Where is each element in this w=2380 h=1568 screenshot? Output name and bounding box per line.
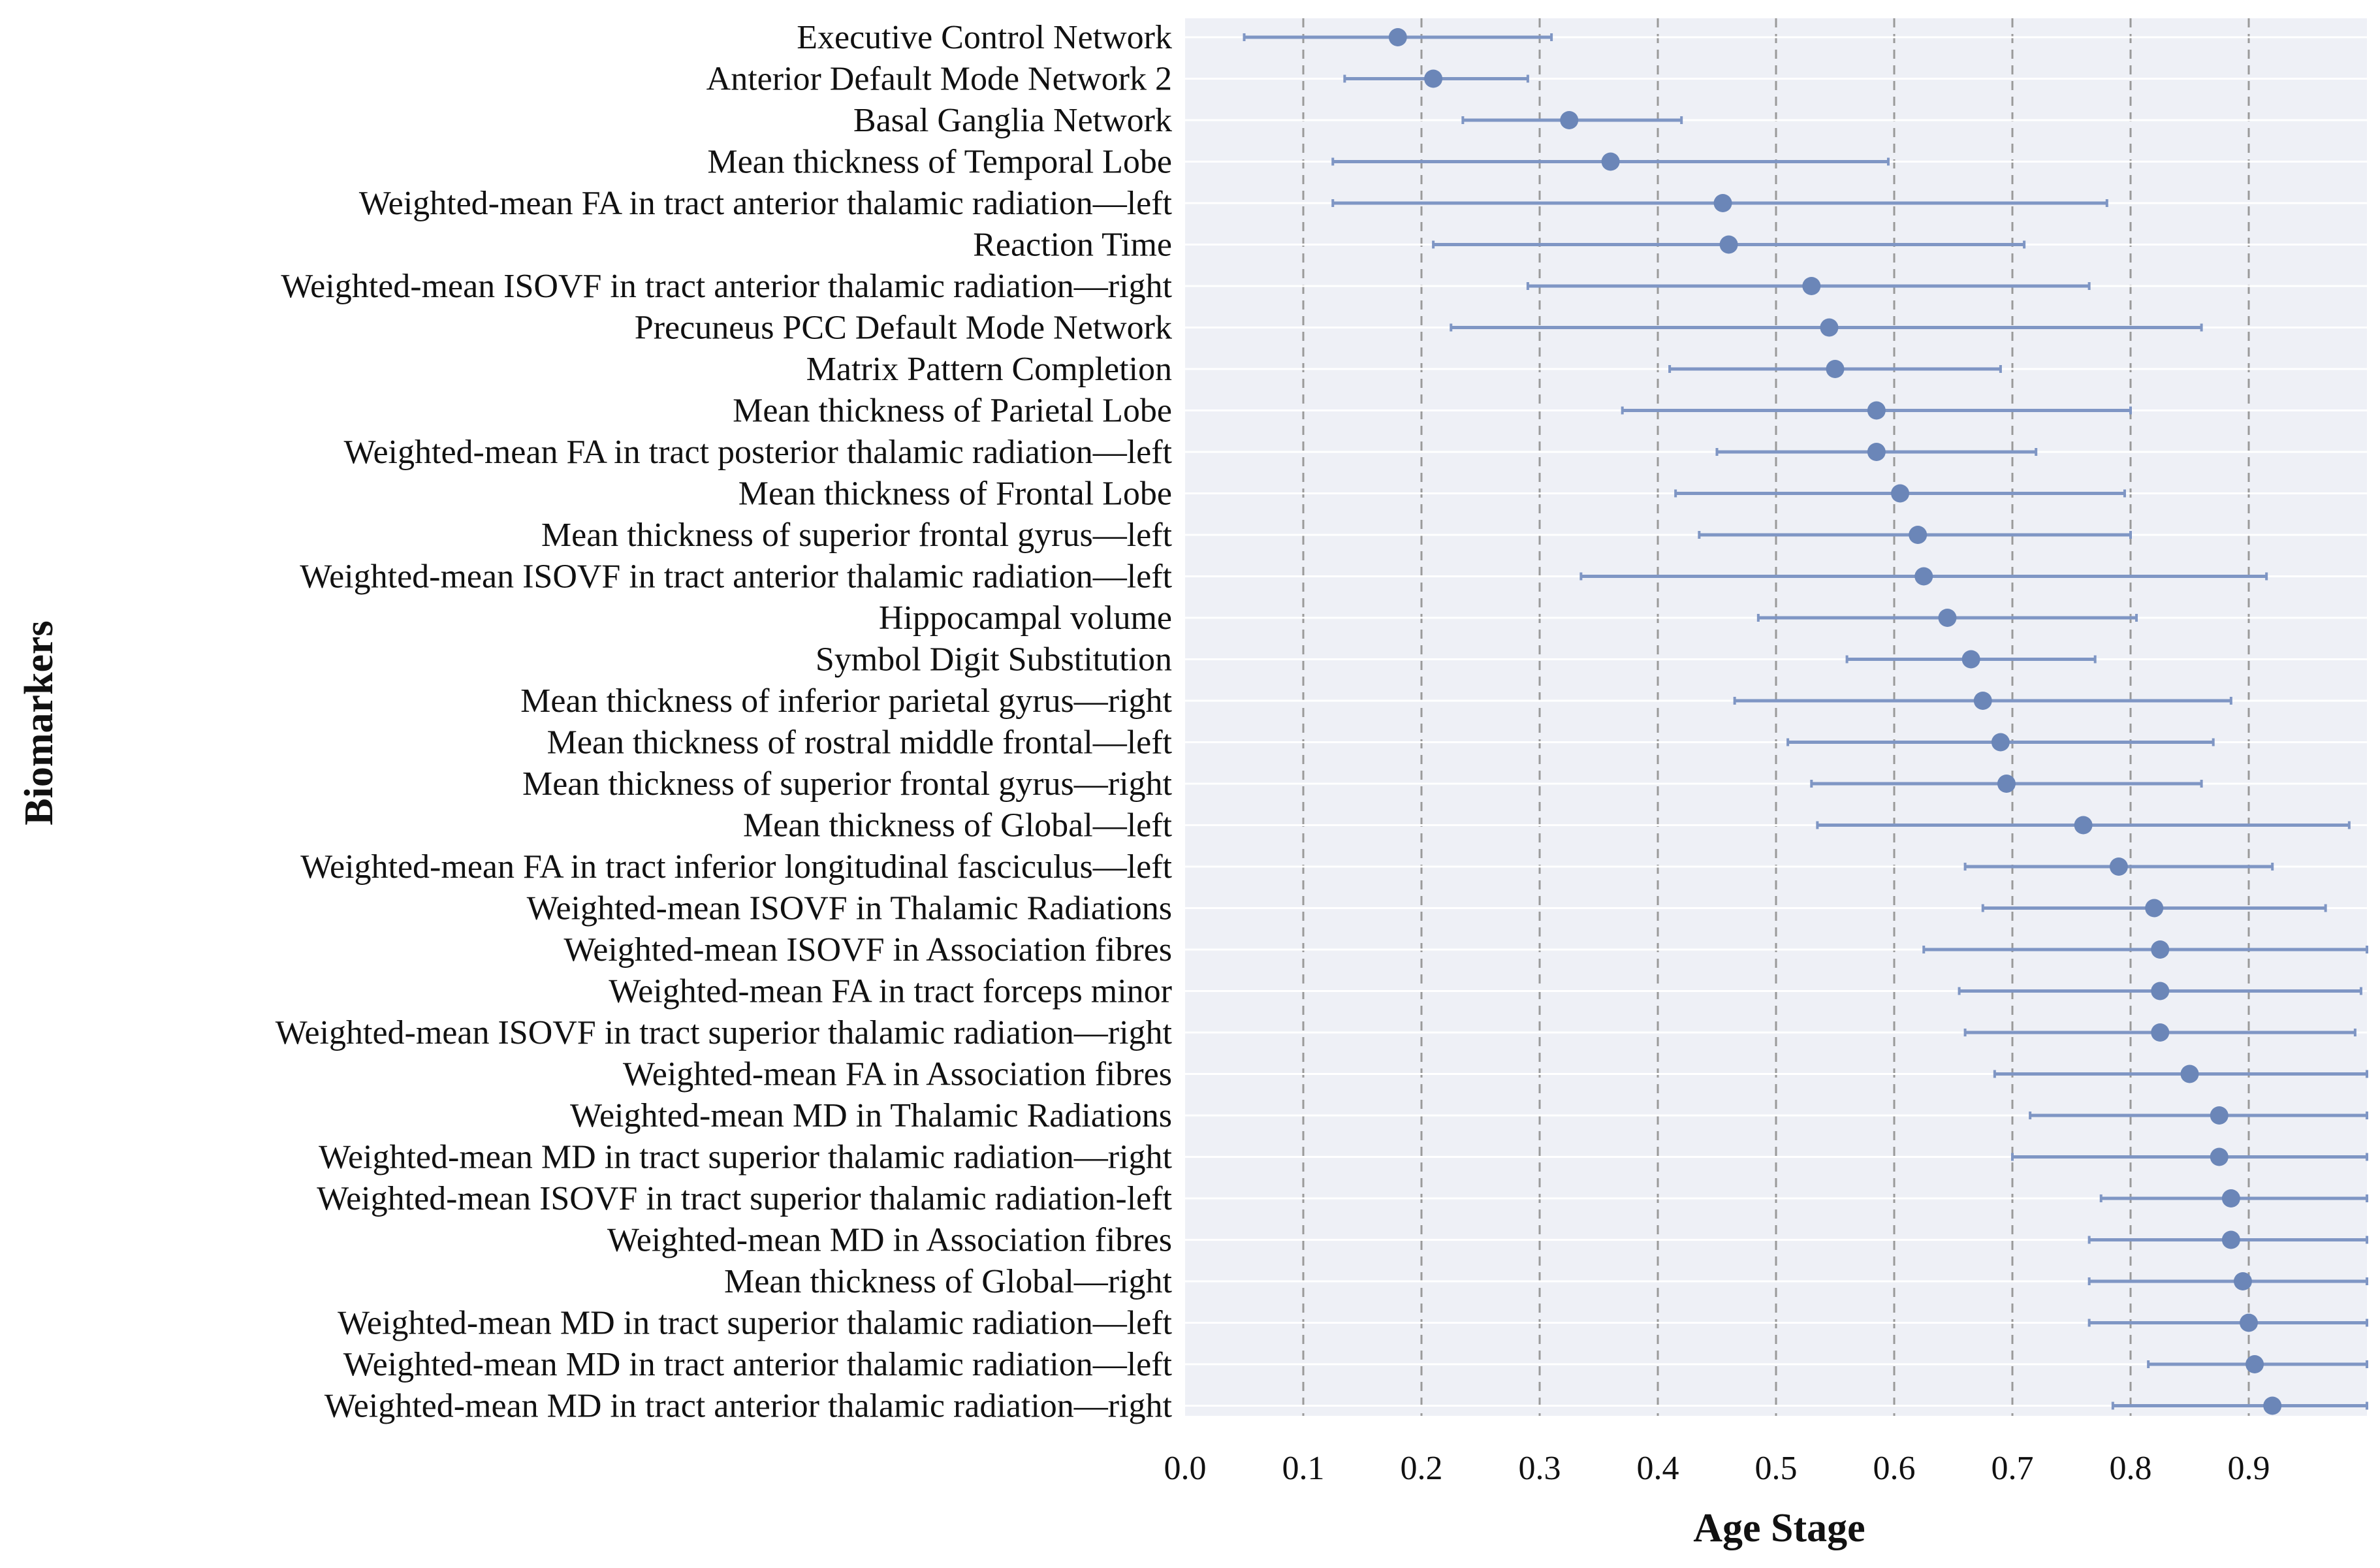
biomarker-label: Weighted-mean ISOVF in tract anterior th… [281, 268, 1172, 305]
data-point [1938, 609, 1957, 627]
biomarker-label: Weighted-mean FA in tract forceps minor [609, 973, 1172, 1010]
biomarker-label: Weighted-mean ISOVF in Thalamic Radiatio… [527, 890, 1172, 927]
data-points [1388, 28, 2282, 1415]
data-point [2221, 1230, 2240, 1249]
error-bars [1243, 33, 2368, 1410]
data-point [1826, 360, 1845, 378]
data-point [1914, 567, 1933, 586]
x-tick-label: 0.3 [1519, 1450, 1561, 1487]
data-point [2263, 1396, 2282, 1415]
y-axis-title: Biomarkers [17, 620, 61, 825]
data-point [1973, 692, 1992, 710]
biomarker-label: Mean thickness of superior frontal gyrus… [541, 517, 1173, 554]
x-tick-label: 0.9 [2228, 1450, 2270, 1487]
data-point [2210, 1106, 2229, 1125]
biomarker-label: Executive Control Network [797, 19, 1172, 56]
data-point [1961, 650, 1980, 669]
x-tick-labels: 0.0 0.1 0.2 0.3 0.4 0.5 0.6 0.7 0.8 0.9 [1164, 1450, 2270, 1487]
biomarker-label: Mean thickness of superior frontal gyrus… [522, 765, 1173, 803]
biomarker-label: Mean thickness of rostral middle frontal… [547, 724, 1173, 761]
data-point [1560, 111, 1579, 129]
biomarker-label: Mean thickness of Frontal Lobe [738, 475, 1172, 513]
data-point [1719, 235, 1738, 254]
x-axis-title: Age Stage [1693, 1506, 1865, 1550]
biomarker-label: Basal Ganglia Network [853, 102, 1172, 139]
data-point [1424, 69, 1443, 88]
data-point [2233, 1272, 2252, 1290]
x-tick-label: 0.4 [1637, 1450, 1679, 1487]
data-point [2074, 816, 2093, 835]
data-point [1867, 401, 1886, 420]
data-point [1909, 526, 1928, 544]
biomarker-label: Weighted-mean FA in tract inferior longi… [300, 848, 1172, 886]
data-point [2240, 1313, 2258, 1332]
x-tick-label: 0.5 [1755, 1450, 1798, 1487]
data-point [2210, 1147, 2229, 1166]
biomarker-label: Weighted-mean ISOVF in tract superior th… [276, 1014, 1173, 1051]
data-point [1802, 277, 1821, 295]
biomarker-label: Weighted-mean MD in tract superior thala… [338, 1305, 1173, 1342]
data-point [1601, 152, 1620, 171]
biomarker-label: Mean thickness of inferior parietal gyru… [520, 682, 1172, 720]
data-point [2180, 1064, 2199, 1083]
data-point [1867, 443, 1886, 461]
data-point [1713, 194, 1732, 212]
data-point [1997, 775, 2016, 793]
biomarker-label: Symbol Digit Substitution [816, 641, 1172, 679]
biomarker-label: Hippocampal volume [879, 600, 1172, 637]
biomarker-label: Weighted-mean ISOVF in Association fibre… [563, 931, 1172, 968]
data-point [2151, 1023, 2170, 1042]
data-point [1388, 28, 1407, 46]
x-tick-label: 0.6 [1873, 1450, 1916, 1487]
x-tick-label: 0.0 [1164, 1450, 1207, 1487]
data-point [2109, 857, 2128, 876]
biomarker-label: Weighted-mean MD in tract anterior thala… [343, 1346, 1173, 1383]
data-point [2151, 982, 2170, 1000]
biomarker-label: Reaction Time [973, 227, 1172, 264]
data-point [2151, 940, 2170, 959]
biomarker-label: Weighted-mean MD in Association fibres [607, 1222, 1172, 1259]
x-tick-label: 0.8 [2110, 1450, 2152, 1487]
data-point [2245, 1355, 2264, 1373]
biomarker-label: Mean thickness of Global—right [724, 1263, 1173, 1300]
biomarker-label: Precuneus PCC Default Mode Network [635, 310, 1172, 347]
x-tick-label: 0.2 [1401, 1450, 1443, 1487]
biomarker-label: Weighted-mean ISOVF in tract superior th… [317, 1180, 1172, 1217]
biomarker-label: Mean thickness of Parietal Lobe [733, 392, 1172, 430]
biomarker-label: Weighted-mean FA in tract posterior thal… [344, 434, 1173, 471]
biomarker-label: Mean thickness of Global—left [743, 807, 1173, 844]
biomarker-label: Matrix Pattern Completion [806, 351, 1172, 388]
biomarker-label: Weighted-mean MD in tract anterior thala… [325, 1388, 1173, 1425]
data-point [2221, 1189, 2240, 1208]
data-point [2145, 899, 2164, 918]
data-point [1820, 318, 1839, 337]
biomarker-label: Weighted-mean MD in Thalamic Radiations [570, 1097, 1172, 1134]
biomarker-label: Weighted-mean FA in tract anterior thala… [359, 185, 1173, 222]
x-tick-label: 0.1 [1282, 1450, 1325, 1487]
biomarker-label: Mean thickness of Temporal Lobe [707, 144, 1172, 181]
data-point [1891, 484, 1910, 503]
biomarker-label: Anterior Default Mode Network 2 [706, 61, 1172, 98]
x-tick-label: 0.7 [1991, 1450, 2034, 1487]
biomarker-label: Weighted-mean MD in tract superior thala… [319, 1139, 1173, 1176]
biomarker-label: Weighted-mean FA in Association fibres [623, 1056, 1172, 1093]
y-tick-labels: Executive Control Network Anterior Defaul… [276, 19, 1173, 1425]
data-point [1991, 733, 2010, 752]
biomarker-label: Weighted-mean ISOVF in tract anterior th… [300, 558, 1172, 596]
